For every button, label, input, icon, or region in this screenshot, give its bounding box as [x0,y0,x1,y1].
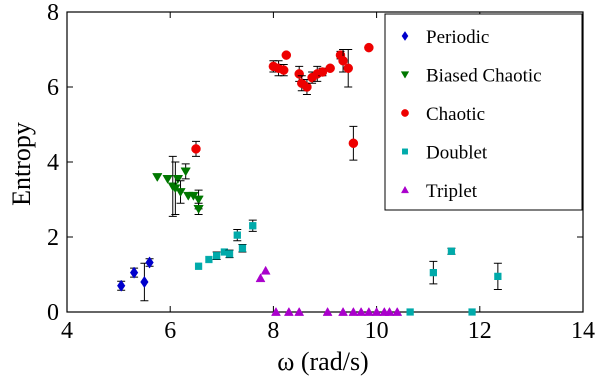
data-point-chaotic [302,82,312,92]
x-tick-label: 4 [61,318,73,344]
legend-label-periodic: Periodic [426,27,489,48]
data-point-triplet [283,306,294,316]
data-point-triplet [371,306,382,316]
y-axis-title: Entropy [7,122,36,206]
series-chaotic [191,42,374,161]
data-point-triplet [271,306,281,316]
data-point-triplet [392,306,403,316]
legend-marker-periodic [401,31,409,41]
data-point-biased-chaotic [172,175,184,184]
data-point-triplet [384,306,395,316]
data-point-chaotic [348,138,359,148]
data-point-chaotic [278,65,289,75]
data-point-doublet [194,262,203,270]
data-point-biased-chaotic [180,167,191,177]
data-point-periodic [140,275,149,289]
data-point-triplet [255,273,266,283]
legend-label-chaotic: Chaotic [426,104,485,125]
legend-marker-doublet [402,148,408,155]
data-point-triplet [322,306,333,316]
y-tick-label: 4 [47,150,59,176]
data-point-biased-chaotic [152,173,163,182]
x-tick-label: 6 [164,318,176,344]
x-tick-label: 10 [365,318,389,344]
data-point-periodic [117,279,126,292]
series-biased-chaotic [152,155,204,217]
data-point-doublet [213,252,221,260]
data-point-doublet [225,250,234,258]
data-point-chaotic [343,63,353,73]
x-tick-label: 8 [267,318,279,344]
y-tick-label: 0 [47,300,59,326]
legend: Periodic Biased Chaotic Chaotic Doublet Trip… [384,13,583,211]
series-periodic [117,256,154,302]
legend-label-triplet: Triplet [426,181,478,202]
data-point-triplet [363,306,374,316]
data-point-triplet [260,265,271,275]
series-doublet [194,219,502,316]
legend-label-doublet: Doublet [426,143,488,164]
data-point-chaotic [317,67,328,77]
data-point-doublet [468,308,476,316]
data-point-chaotic [281,50,292,60]
x-axis-title: ω (rad/s) [277,347,368,376]
data-point-doublet [205,255,213,264]
data-point-biased-chaotic [162,175,173,184]
legend-label-biased-chaotic: Biased Chaotic [426,66,542,87]
data-point-triplet [294,306,305,316]
data-point-doublet [429,269,437,277]
data-point-periodic [145,256,154,269]
data-point-doublet [494,272,502,280]
legend-marker-chaotic [401,109,409,117]
x-tick-label: 14 [571,318,595,344]
data-point-triplet [338,306,348,316]
data-point-chaotic [325,63,335,73]
data-point-chaotic [364,42,374,53]
data-point-doublet [249,222,257,230]
y-tick-label: 2 [47,225,59,251]
legend-marker-biased-chaotic [400,71,410,79]
y-tick-label: 6 [47,75,59,101]
data-point-doublet [238,244,247,252]
data-point-doublet [233,231,241,239]
data-marks [117,42,502,316]
data-point-triplet [356,306,367,316]
legend-marker-triplet [400,185,410,194]
data-point-triplet [348,306,359,316]
data-point-chaotic [338,56,348,66]
data-point-chaotic [294,69,304,79]
data-point-biased-chaotic [193,195,204,205]
data-point-chaotic [191,144,201,154]
data-point-periodic [129,266,139,279]
legend-box [384,13,583,211]
data-point-biased-chaotic [175,188,186,197]
y-tick-label: 8 [47,0,59,26]
x-tick-label: 12 [468,318,492,344]
data-point-biased-chaotic [193,205,204,214]
data-point-doublet [406,308,414,316]
data-point-doublet [447,247,456,255]
series-triplet [255,265,403,316]
